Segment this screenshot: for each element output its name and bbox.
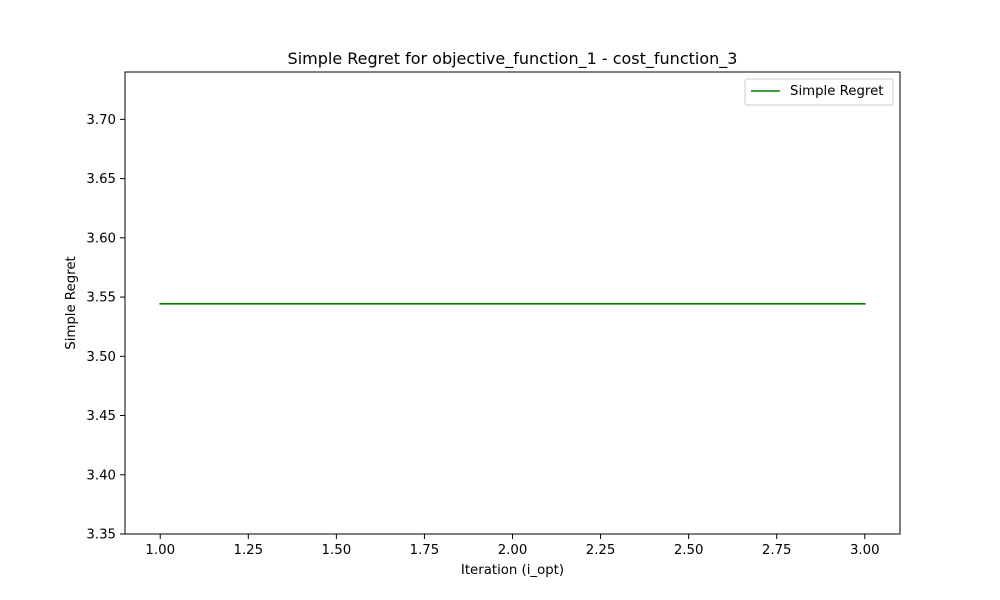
x-tick-label: 1.50 xyxy=(322,543,352,558)
x-axis-title: Iteration (i_opt) xyxy=(461,563,564,578)
x-tick-label: 1.75 xyxy=(410,543,440,558)
y-tick-label: 3.70 xyxy=(86,113,116,128)
x-tick-label: 2.00 xyxy=(498,543,528,558)
y-axis-ticks: 3.35 3.40 3.45 3.50 3.55 3.60 3.65 3.70 xyxy=(86,113,125,543)
legend-box xyxy=(744,78,894,106)
y-tick-label: 3.40 xyxy=(86,468,116,483)
y-tick-label: 3.65 xyxy=(86,172,116,187)
y-tick-label: 3.50 xyxy=(86,350,116,365)
x-tick-label: 1.00 xyxy=(145,543,175,558)
y-axis-title: Simple Regret xyxy=(64,256,79,349)
x-tick-label: 2.75 xyxy=(762,543,792,558)
y-tick-label: 3.60 xyxy=(86,231,116,246)
legend-label-simple-regret: Simple Regret xyxy=(790,84,883,99)
x-tick-label: 2.25 xyxy=(586,543,616,558)
x-tick-label: 1.25 xyxy=(233,543,263,558)
x-tick-label: 3.00 xyxy=(850,543,880,558)
x-axis-ticks: 1.00 1.25 1.50 1.75 2.00 2.25 2.50 2.75 3.00 xyxy=(145,534,880,558)
y-tick-label: 3.55 xyxy=(86,291,116,306)
y-tick-label: 3.45 xyxy=(86,409,116,424)
x-tick-label: 2.50 xyxy=(674,543,704,558)
legend: Simple Regret xyxy=(744,78,894,106)
chart-title: Simple Regret for objective_function_1 -… xyxy=(288,49,738,69)
y-tick-label: 3.35 xyxy=(86,528,116,543)
